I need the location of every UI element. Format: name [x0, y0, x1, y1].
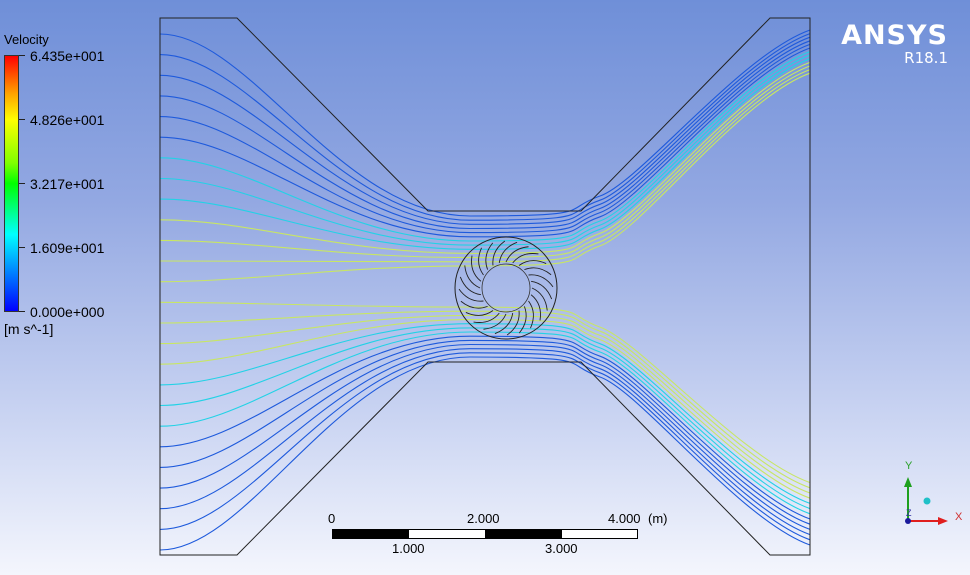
turbine-blade: [483, 313, 507, 330]
triad-z-label: Z: [906, 508, 912, 518]
streamline: [159, 36, 811, 225]
legend-tickmark: [19, 311, 25, 312]
turbine-blade: [465, 310, 494, 316]
turbine-blade: [460, 300, 488, 309]
turbine-blade: [524, 267, 552, 276]
streamline: [159, 40, 811, 230]
streamline: [159, 319, 811, 499]
streamline: [159, 29, 811, 217]
streamline: [159, 331, 811, 515]
scale-bar-segment: [332, 529, 409, 539]
scale-label-top: 0: [328, 511, 336, 526]
streamline: [159, 310, 811, 489]
domain-outline: [159, 17, 811, 556]
turbine-blade: [485, 242, 494, 270]
streamline: [159, 61, 811, 254]
streamline: [159, 47, 811, 238]
scale-label-top: 4.000: [608, 511, 641, 526]
legend-tick-label: 3.217e+001: [30, 176, 105, 192]
streamline: [159, 352, 811, 541]
legend-tick-label: 6.435e+001: [30, 48, 105, 64]
turbine-blade: [531, 280, 553, 300]
scale-bar-segment: [485, 529, 562, 539]
turbine-blade: [518, 260, 547, 266]
turbine-blade: [473, 312, 500, 323]
turbine-blades: [458, 240, 554, 336]
streamline: [159, 343, 811, 530]
legend-tickmark: [19, 183, 25, 184]
streamline: [159, 69, 811, 263]
turbine-blade: [459, 276, 481, 296]
streamline: [159, 33, 811, 221]
turbine-rotor: [454, 236, 558, 340]
streamline: [159, 65, 811, 259]
streamline: [159, 301, 811, 484]
brand-name: ANSYS: [841, 20, 948, 51]
turbine-blade: [464, 265, 481, 289]
streamline: [159, 54, 811, 246]
turbine-blade: [492, 240, 506, 266]
streamline: [159, 323, 811, 504]
turbine-blade: [506, 310, 520, 336]
legend-unit: [m s^-1]: [4, 321, 54, 337]
streamline: [159, 356, 811, 551]
scale-label-bottom: 3.000: [545, 541, 578, 556]
brand-version: R18.1: [904, 49, 948, 67]
legend-tick-label: 0.000e+000: [30, 304, 105, 320]
legend-tickmark: [19, 119, 25, 120]
ansys-logo: ANSYS R18.1: [841, 20, 948, 67]
streamline: [159, 348, 811, 536]
turbine-blade: [531, 287, 548, 311]
legend-tick-label: 1.609e+001: [30, 240, 105, 256]
streamline: [159, 327, 811, 510]
turbine-blade: [518, 306, 527, 334]
turbine-blade: [478, 247, 484, 276]
turbine-blade: [505, 246, 529, 263]
turbine-blade: [528, 274, 554, 288]
legend-tick-label: 4.826e+001: [30, 112, 105, 128]
turbine-blade: [494, 313, 514, 335]
legend-title: Velocity: [4, 32, 49, 47]
turbine-blade: [498, 241, 518, 263]
streamline: [159, 72, 811, 283]
scale-label-bottom: 1.000: [392, 541, 425, 556]
streamline: [159, 51, 811, 242]
streamline: [159, 43, 811, 234]
streamline: [159, 58, 811, 250]
legend-tickmark: [19, 247, 25, 248]
legend-tickmark: [19, 55, 25, 56]
streamline: [159, 339, 811, 525]
turbine-blade: [530, 294, 541, 321]
triad-x-label: X: [955, 511, 963, 523]
streamline: [159, 335, 811, 520]
streamline: [159, 314, 811, 494]
triad-y-label: Y: [905, 460, 913, 472]
turbine-blade: [458, 288, 484, 302]
streamlines: [159, 29, 811, 551]
legend-color-bar: [4, 55, 19, 312]
turbine-blade: [471, 255, 482, 282]
scale-label-top: 2.000: [467, 511, 500, 526]
scale-unit: (m): [648, 511, 668, 526]
turbine-blade: [512, 253, 539, 264]
turbine-blade: [528, 300, 534, 329]
